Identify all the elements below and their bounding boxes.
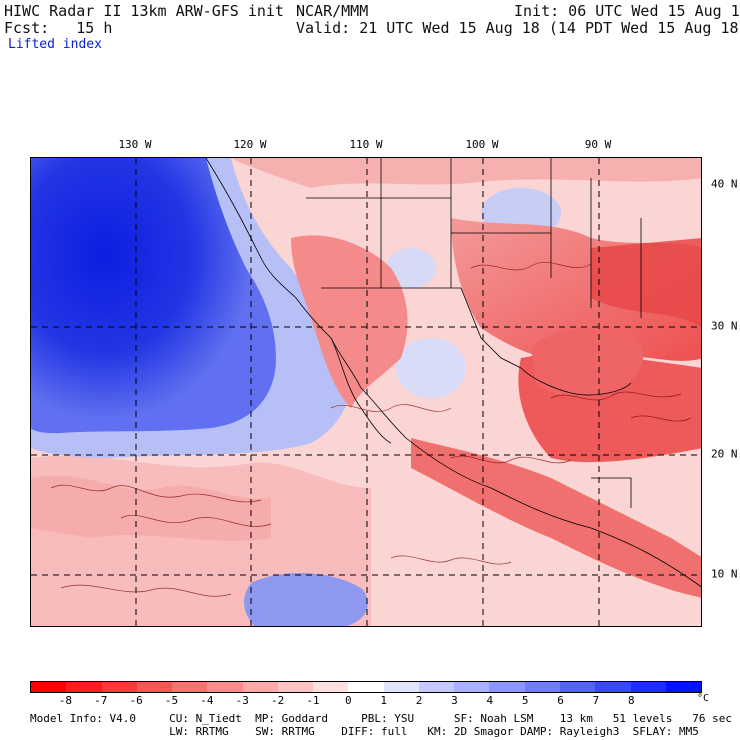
colorbar-cell xyxy=(665,682,702,692)
unstable-region-baja xyxy=(291,235,408,408)
colorbar-cell xyxy=(595,682,631,692)
colorbar-cell xyxy=(489,682,525,692)
colorbar-tick-label: 8 xyxy=(627,694,635,707)
colorbar-cell xyxy=(172,682,208,692)
colorbar-tick-label: 5 xyxy=(521,694,529,707)
colorbar xyxy=(30,681,702,693)
colorbar-tick-label: 4 xyxy=(486,694,494,707)
lat-label-40n: 40 N xyxy=(711,177,738,191)
lifted-index-map xyxy=(30,157,702,627)
colorbar-tick-label: 7 xyxy=(592,694,600,707)
colorbar-tick-label: 3 xyxy=(451,694,458,707)
lat-label-30n: 30 N xyxy=(711,319,738,333)
colorbar-tick-label: -5 xyxy=(164,694,179,707)
colorbar-cell xyxy=(31,682,67,692)
model-title: HIWC Radar II 13km ARW-GFS init xyxy=(4,2,284,20)
colorbar-cell xyxy=(383,682,419,692)
colorbar-cell xyxy=(136,682,173,692)
colorbar-cell xyxy=(207,682,243,692)
colorbar-cell xyxy=(524,682,560,692)
colorbar-tick-label: 6 xyxy=(557,694,564,707)
gulf-of-mexico xyxy=(531,328,644,398)
southern-stable-patch xyxy=(244,572,368,626)
colorbar-cell xyxy=(277,682,314,692)
colorbar-cell xyxy=(313,682,349,692)
colorbar-cell xyxy=(559,682,596,692)
colorbar-tick-label: -6 xyxy=(129,694,143,707)
colorbar-tick-label: -7 xyxy=(94,694,108,707)
colorbar-tick-label: -3 xyxy=(235,694,249,707)
colorbar-tick-label: -8 xyxy=(58,694,72,707)
political-boundaries xyxy=(205,158,701,588)
instability-contours xyxy=(50,261,692,597)
colorbar-cell xyxy=(630,682,666,692)
colorbar-tick-label: 0 xyxy=(345,694,352,707)
lat-lon-grid xyxy=(31,158,701,626)
colorbar-cell xyxy=(418,682,455,692)
unstable-region-southeast-us xyxy=(591,238,701,327)
colorbar-cell xyxy=(66,682,102,692)
colorbar-tick-label: -2 xyxy=(270,694,285,707)
colorbar-tick-label: -1 xyxy=(306,694,320,707)
valid-time: Valid: 21 UTC Wed 15 Aug 18 (14 PDT Wed … xyxy=(296,19,740,37)
southern-warm-patch xyxy=(31,475,271,541)
colorbar-cell xyxy=(454,682,490,692)
colorbar-cell xyxy=(101,682,137,692)
colorbar-tick-label: 1 xyxy=(380,694,387,707)
unstable-band-north xyxy=(31,158,701,188)
lon-label-130w: 130 W xyxy=(118,138,152,151)
colorbar-unit: °C xyxy=(697,693,710,704)
lon-label-100w: 100 W xyxy=(465,138,499,151)
field-name: Lifted index xyxy=(8,37,102,52)
forecast-hour: Fcst: 15 h xyxy=(4,19,113,37)
model-info-line1: Model Info: V4.0 CU: N_Tiedt MP: Goddard… xyxy=(30,712,732,725)
colorbar-tick-label: -4 xyxy=(200,694,214,707)
lat-label-10n: 10 N xyxy=(711,567,738,581)
init-time: Init: 06 UTC Wed 15 Aug 18 xyxy=(514,2,740,20)
organization-label: NCAR/MMM xyxy=(296,2,369,20)
stable-patch-mexico xyxy=(396,338,466,398)
model-info-line2: LW: RRTMG SW: RRTMG DIFF: full KM: 2D Sm… xyxy=(30,725,699,738)
stable-patch-texas xyxy=(386,248,436,288)
colorbar-tick-label: 2 xyxy=(415,694,423,707)
lon-label-120w: 120 W xyxy=(233,138,267,151)
stable-ocean-core xyxy=(31,158,276,434)
lat-label-20n: 20 N xyxy=(711,447,738,461)
colorbar-cell xyxy=(242,682,278,692)
lon-label-90w: 90 W xyxy=(584,138,612,151)
colorbar-cell xyxy=(348,682,384,692)
map-canvas xyxy=(31,158,701,626)
lon-label-110w: 110 W xyxy=(349,138,383,151)
